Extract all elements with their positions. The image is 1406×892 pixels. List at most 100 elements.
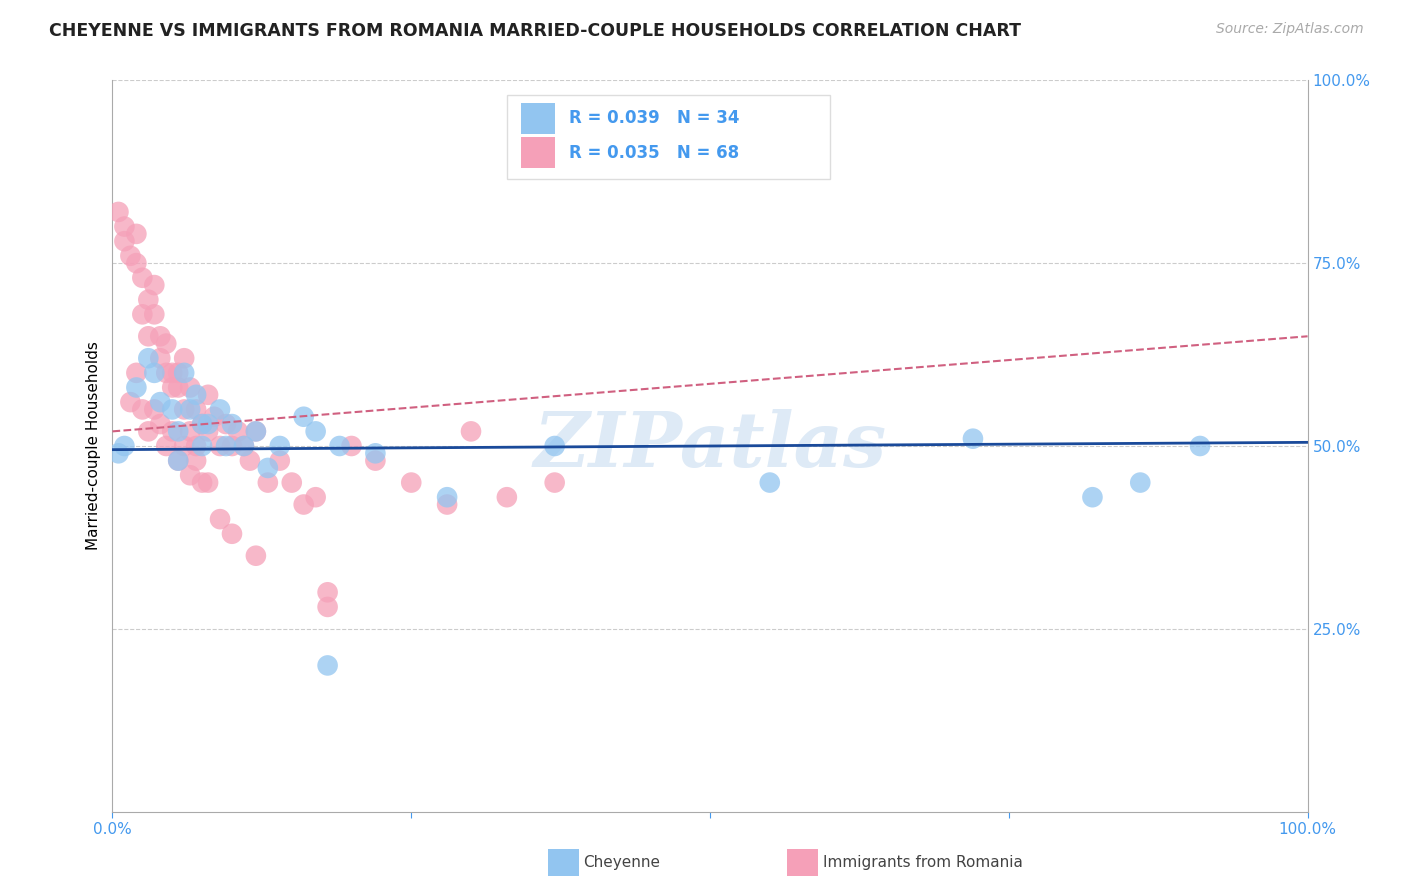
Point	[167, 453, 190, 467]
Point	[107, 205, 129, 219]
Point	[149, 417, 172, 431]
Point	[179, 425, 201, 439]
Text: Source: ZipAtlas.com: Source: ZipAtlas.com	[1216, 22, 1364, 37]
Point	[1081, 490, 1104, 504]
Point	[209, 512, 232, 526]
FancyBboxPatch shape	[522, 137, 555, 168]
Point	[186, 402, 208, 417]
Point	[179, 402, 201, 417]
Point	[167, 366, 190, 380]
Point	[167, 380, 190, 394]
Point	[305, 425, 328, 439]
Point	[125, 366, 148, 380]
Point	[155, 336, 177, 351]
Point	[186, 388, 208, 402]
Point	[436, 498, 458, 512]
Point	[221, 526, 243, 541]
Point	[245, 425, 267, 439]
Point	[316, 599, 339, 614]
Point	[131, 270, 153, 285]
Point	[215, 417, 238, 431]
Text: ZIPatlas: ZIPatlas	[533, 409, 887, 483]
Point	[173, 439, 195, 453]
Point	[143, 366, 166, 380]
Point	[114, 234, 135, 248]
Point	[257, 461, 280, 475]
Text: Cheyenne: Cheyenne	[583, 855, 661, 870]
Point	[162, 380, 183, 394]
Point	[364, 446, 387, 460]
Point	[149, 329, 172, 343]
Point	[191, 417, 214, 431]
Point	[269, 453, 291, 467]
Point	[197, 417, 219, 431]
Point	[436, 490, 458, 504]
Point	[191, 439, 214, 453]
Point	[316, 585, 339, 599]
Point	[197, 388, 219, 402]
Point	[162, 402, 183, 417]
Point	[496, 490, 519, 504]
Point	[131, 402, 153, 417]
Point	[186, 439, 208, 453]
Point	[209, 402, 232, 417]
Point	[120, 249, 142, 263]
FancyBboxPatch shape	[522, 103, 555, 134]
Text: R = 0.035   N = 68: R = 0.035 N = 68	[569, 144, 740, 161]
Text: Immigrants from Romania: Immigrants from Romania	[823, 855, 1022, 870]
Point	[305, 490, 328, 504]
Point	[239, 453, 262, 467]
Point	[149, 395, 172, 409]
Point	[191, 475, 214, 490]
Point	[155, 366, 177, 380]
Point	[221, 439, 243, 453]
Point	[120, 395, 142, 409]
Point	[364, 453, 387, 467]
Point	[233, 439, 256, 453]
Point	[107, 446, 129, 460]
Point	[143, 402, 166, 417]
Point	[460, 425, 482, 439]
Point	[138, 329, 160, 343]
Point	[245, 549, 267, 563]
Point	[197, 475, 219, 490]
Point	[173, 402, 195, 417]
Point	[543, 475, 565, 490]
Point	[1189, 439, 1212, 453]
Point	[173, 351, 195, 366]
Point	[173, 366, 195, 380]
Text: R = 0.039   N = 34: R = 0.039 N = 34	[569, 110, 740, 128]
Point	[245, 425, 267, 439]
Point	[131, 307, 153, 321]
Point	[197, 425, 219, 439]
Point	[125, 227, 148, 241]
Point	[138, 425, 160, 439]
Point	[138, 293, 160, 307]
Point	[155, 439, 177, 453]
Point	[269, 439, 291, 453]
Point	[179, 380, 201, 394]
Point	[191, 417, 214, 431]
Point	[281, 475, 304, 490]
Point	[167, 453, 190, 467]
Point	[149, 351, 172, 366]
Point	[202, 409, 225, 424]
Point	[401, 475, 423, 490]
Point	[233, 439, 256, 453]
Text: CHEYENNE VS IMMIGRANTS FROM ROMANIA MARRIED-COUPLE HOUSEHOLDS CORRELATION CHART: CHEYENNE VS IMMIGRANTS FROM ROMANIA MARR…	[49, 22, 1021, 40]
Point	[209, 439, 232, 453]
Point	[114, 219, 135, 234]
Point	[167, 425, 190, 439]
Point	[162, 366, 183, 380]
Point	[543, 439, 565, 453]
Point	[329, 439, 352, 453]
Point	[179, 468, 201, 483]
Point	[143, 278, 166, 293]
Point	[340, 439, 363, 453]
Point	[257, 475, 280, 490]
Point	[125, 380, 148, 394]
Point	[186, 453, 208, 467]
Y-axis label: Married-couple Households: Married-couple Households	[86, 342, 101, 550]
Point	[221, 417, 243, 431]
Point	[114, 439, 135, 453]
